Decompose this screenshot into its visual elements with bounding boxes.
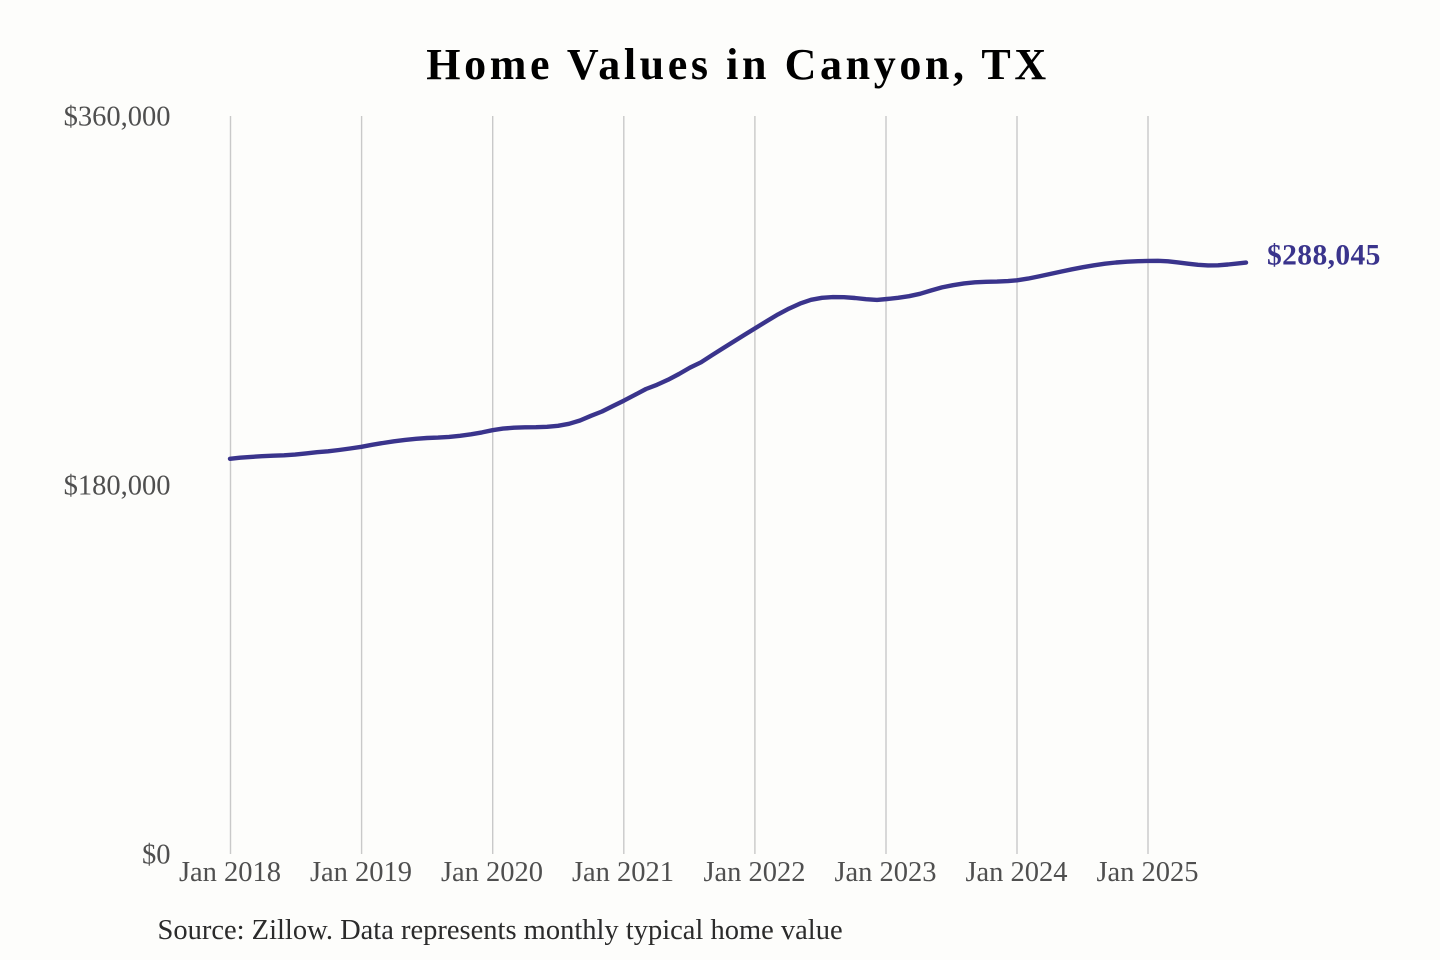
svg-text:Jan 2025: Jan 2025 (1096, 857, 1198, 888)
svg-text:Jan 2019: Jan 2019 (310, 857, 412, 888)
svg-text:$180,000: $180,000 (64, 471, 171, 502)
svg-text:$360,000: $360,000 (64, 102, 171, 133)
svg-text:Jan 2021: Jan 2021 (572, 857, 674, 888)
svg-text:Home Values in Canyon, TX: Home Values in Canyon, TX (426, 40, 1049, 89)
svg-text:Source: Zillow. Data represent: Source: Zillow. Data represents monthly … (158, 915, 843, 946)
svg-text:Jan 2018: Jan 2018 (179, 857, 281, 888)
svg-text:$0: $0 (142, 840, 171, 871)
svg-text:Jan 2024: Jan 2024 (965, 857, 1067, 888)
svg-text:Jan 2022: Jan 2022 (703, 857, 805, 888)
svg-text:Jan 2023: Jan 2023 (834, 857, 936, 888)
svg-text:$288,045: $288,045 (1267, 240, 1381, 272)
svg-text:Jan 2020: Jan 2020 (441, 857, 543, 888)
